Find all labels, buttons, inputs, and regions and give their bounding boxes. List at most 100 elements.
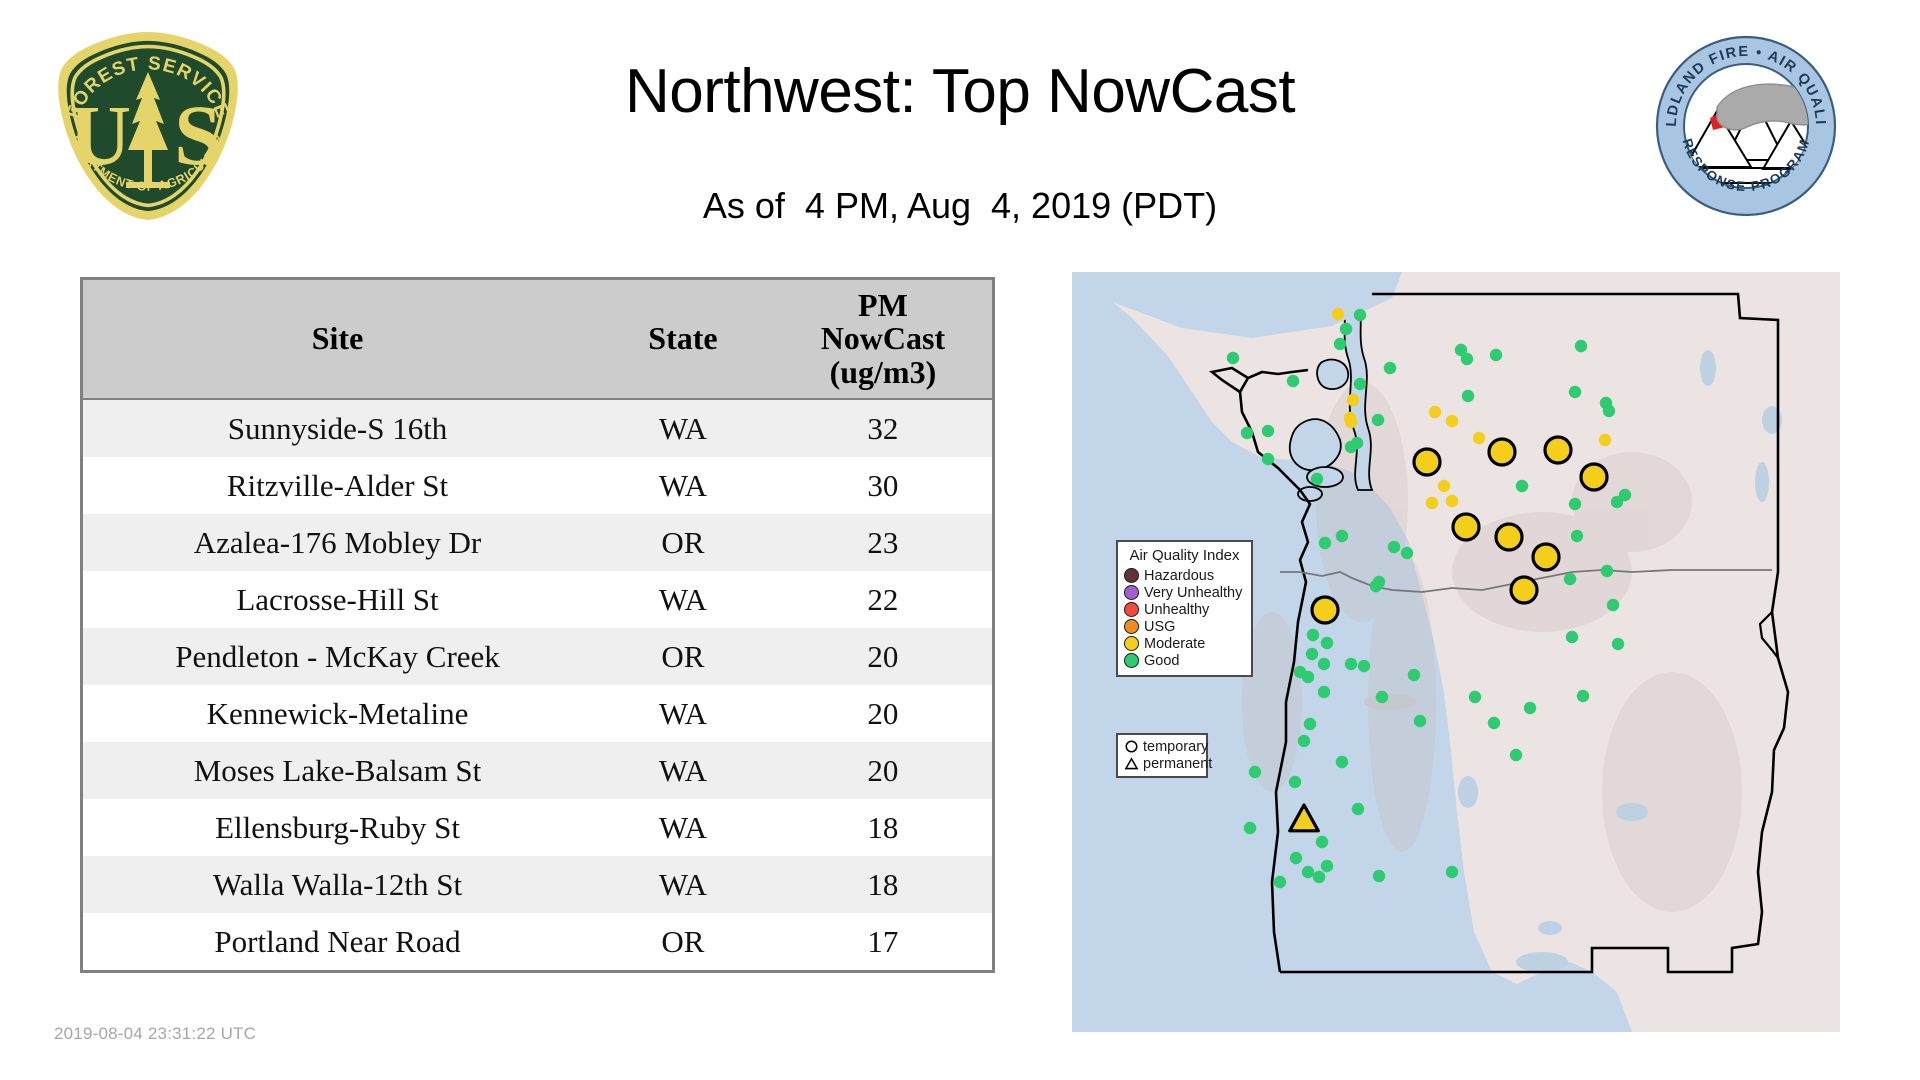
- monitor-marker[interactable]: [1489, 348, 1503, 362]
- monitor-marker[interactable]: [1606, 598, 1620, 612]
- monitor-marker[interactable]: [1372, 575, 1386, 589]
- monitor-marker[interactable]: [1226, 351, 1240, 365]
- monitor-marker[interactable]: [1344, 657, 1358, 671]
- monitor-marker[interactable]: [1600, 564, 1614, 578]
- highlighted-monitor-marker[interactable]: [1310, 595, 1340, 625]
- monitor-marker[interactable]: [1320, 859, 1334, 873]
- monitor-marker[interactable]: [1425, 496, 1439, 510]
- monitor-marker[interactable]: [1339, 322, 1353, 336]
- monitor-marker[interactable]: [1312, 870, 1326, 884]
- monitor-marker[interactable]: [1320, 636, 1334, 650]
- monitor-marker[interactable]: [1315, 835, 1329, 849]
- monitor-marker[interactable]: [1317, 685, 1331, 699]
- monitor-marker[interactable]: [1568, 497, 1582, 511]
- monitor-marker[interactable]: [1407, 668, 1421, 682]
- monitor-marker[interactable]: [1387, 540, 1401, 554]
- monitor-marker[interactable]: [1305, 647, 1319, 661]
- highlighted-monitor-marker[interactable]: [1412, 447, 1442, 477]
- monitor-marker[interactable]: [1523, 701, 1537, 715]
- monitor-marker[interactable]: [1515, 479, 1529, 493]
- monitor-marker[interactable]: [1351, 802, 1365, 816]
- triangle-outline-icon: [1124, 757, 1139, 770]
- monitor-marker[interactable]: [1460, 352, 1474, 366]
- monitor-marker[interactable]: [1297, 734, 1311, 748]
- monitor-marker[interactable]: [1335, 529, 1349, 543]
- monitor-marker[interactable]: [1317, 657, 1331, 671]
- monitor-marker[interactable]: [1468, 690, 1482, 704]
- monitor-marker[interactable]: [1598, 433, 1612, 447]
- highlighted-monitor-marker[interactable]: [1531, 542, 1561, 572]
- monitor-marker[interactable]: [1509, 748, 1523, 762]
- table-row: Lacrosse-Hill St WA 22: [83, 571, 992, 628]
- monitor-marker[interactable]: [1437, 479, 1451, 493]
- legend-row-permanent: permanent: [1124, 755, 1212, 772]
- column-header-site: Site: [83, 280, 593, 400]
- monitor-marker[interactable]: [1413, 714, 1427, 728]
- monitor-marker[interactable]: [1346, 393, 1360, 407]
- monitor-marker[interactable]: [1487, 716, 1501, 730]
- monitor-marker[interactable]: [1318, 536, 1332, 550]
- monitor-marker[interactable]: [1301, 865, 1315, 879]
- monitor-marker[interactable]: [1445, 494, 1459, 508]
- monitor-marker[interactable]: [1576, 689, 1590, 703]
- monitor-marker[interactable]: [1375, 690, 1389, 704]
- monitor-marker[interactable]: [1288, 775, 1302, 789]
- monitor-marker[interactable]: [1301, 670, 1315, 684]
- monitor-marker[interactable]: [1461, 389, 1475, 403]
- monitor-marker[interactable]: [1400, 546, 1414, 560]
- monitor-marker[interactable]: [1344, 440, 1358, 454]
- monitor-marker[interactable]: [1261, 452, 1275, 466]
- monitor-marker[interactable]: [1383, 361, 1397, 375]
- monitor-marker[interactable]: [1574, 339, 1588, 353]
- monitor-marker[interactable]: [1372, 869, 1386, 883]
- highlighted-monitor-marker[interactable]: [1509, 575, 1539, 605]
- monitor-marker[interactable]: [1310, 472, 1324, 486]
- monitor-marker[interactable]: [1286, 374, 1300, 388]
- monitor-marker[interactable]: [1472, 431, 1486, 445]
- monitor-marker[interactable]: [1371, 413, 1385, 427]
- monitor-marker[interactable]: [1273, 875, 1287, 889]
- monitor-marker[interactable]: [1353, 377, 1367, 391]
- monitor-marker[interactable]: [1303, 717, 1317, 731]
- highlighted-monitor-marker[interactable]: [1543, 435, 1573, 465]
- monitor-marker[interactable]: [1428, 405, 1442, 419]
- value-cell: 17: [773, 913, 992, 970]
- state-cell: WA: [592, 856, 774, 913]
- highlighted-monitor-marker[interactable]: [1579, 462, 1609, 492]
- monitor-marker[interactable]: [1333, 337, 1347, 351]
- state-cell: WA: [592, 685, 774, 742]
- monitor-marker[interactable]: [1568, 385, 1582, 399]
- monitor-marker[interactable]: [1261, 424, 1275, 438]
- monitor-marker[interactable]: [1570, 529, 1584, 543]
- monitor-marker[interactable]: [1335, 755, 1349, 769]
- monitor-marker[interactable]: [1563, 572, 1577, 586]
- monitor-marker[interactable]: [1306, 628, 1320, 642]
- monitor-marker[interactable]: [1445, 865, 1459, 879]
- aqi-legend-item: Very Unhealthy: [1124, 584, 1245, 601]
- monitor-marker[interactable]: [1344, 415, 1358, 429]
- highlighted-monitor-marker[interactable]: [1487, 437, 1517, 467]
- monitor-marker[interactable]: [1611, 637, 1625, 651]
- monitor-marker[interactable]: [1243, 821, 1257, 835]
- legend-label-permanent: permanent: [1143, 755, 1213, 772]
- permanent-monitor-marker[interactable]: [1288, 803, 1320, 833]
- monitor-marker[interactable]: [1454, 343, 1468, 357]
- monitor-marker[interactable]: [1445, 414, 1459, 428]
- monitor-marker[interactable]: [1331, 307, 1345, 321]
- monitor-marker[interactable]: [1357, 659, 1371, 673]
- monitor-marker[interactable]: [1565, 630, 1579, 644]
- highlighted-monitor-marker[interactable]: [1451, 512, 1481, 542]
- aqi-legend-label: Very Unhealthy: [1144, 584, 1243, 601]
- monitor-marker[interactable]: [1353, 308, 1367, 322]
- monitor-marker[interactable]: [1248, 765, 1262, 779]
- site-type-legend: temporary permanent: [1116, 733, 1212, 778]
- monitor-marker[interactable]: [1602, 404, 1616, 418]
- highlighted-monitor-marker[interactable]: [1494, 522, 1524, 552]
- column-header-pm-line1: PM: [858, 286, 908, 323]
- state-cell: WA: [592, 571, 774, 628]
- monitor-marker[interactable]: [1610, 495, 1624, 509]
- table-row: Ritzville-Alder St WA 30: [83, 457, 992, 514]
- monitor-marker[interactable]: [1618, 488, 1632, 502]
- monitor-marker[interactable]: [1240, 426, 1254, 440]
- monitor-marker[interactable]: [1289, 851, 1303, 865]
